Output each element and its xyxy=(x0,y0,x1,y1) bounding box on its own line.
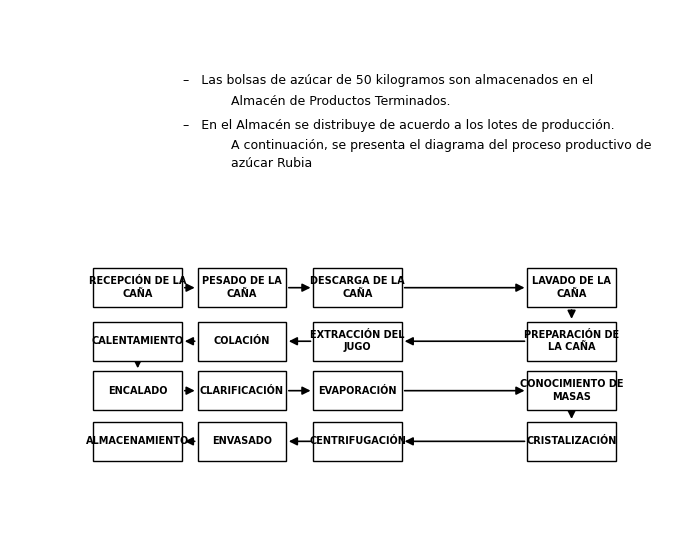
Text: ENVASADO: ENVASADO xyxy=(212,437,272,446)
Text: CONOCIMIENTO DE
MASAS: CONOCIMIENTO DE MASAS xyxy=(520,379,623,402)
Text: CALENTAMIENTO: CALENTAMIENTO xyxy=(91,336,184,346)
Bar xyxy=(313,322,402,361)
Text: PESADO DE LA
CAÑA: PESADO DE LA CAÑA xyxy=(202,277,282,299)
Bar xyxy=(93,322,182,361)
Bar xyxy=(313,371,402,410)
Text: PREPARACIÓN DE
LA CAÑA: PREPARACIÓN DE LA CAÑA xyxy=(524,330,619,353)
Bar xyxy=(197,322,286,361)
Text: A continuación, se presenta el diagrama del proceso productivo de: A continuación, se presenta el diagrama … xyxy=(231,139,652,152)
Bar xyxy=(313,268,402,307)
Text: EVAPORACIÓN: EVAPORACIÓN xyxy=(318,386,397,396)
Text: EXTRACCIÓN DEL
JUGO: EXTRACCIÓN DEL JUGO xyxy=(310,330,405,353)
Text: azúcar Rubia: azúcar Rubia xyxy=(231,157,313,170)
Bar xyxy=(93,422,182,461)
Bar xyxy=(197,422,286,461)
Bar xyxy=(527,322,616,361)
Bar xyxy=(313,422,402,461)
Bar xyxy=(93,268,182,307)
Bar xyxy=(93,371,182,410)
Bar xyxy=(197,371,286,410)
Bar xyxy=(527,268,616,307)
Text: COLACIÓN: COLACIÓN xyxy=(214,336,270,346)
Text: CENTRIFUGACIÓN: CENTRIFUGACIÓN xyxy=(309,437,406,446)
Text: –   En el Almacén se distribuye de acuerdo a los lotes de producción.: – En el Almacén se distribuye de acuerdo… xyxy=(183,119,614,132)
Text: LAVADO DE LA
CAÑA: LAVADO DE LA CAÑA xyxy=(532,277,611,299)
Text: DESCARGA DE LA
CAÑA: DESCARGA DE LA CAÑA xyxy=(310,277,405,299)
Text: Almacén de Productos Terminados.: Almacén de Productos Terminados. xyxy=(231,95,450,108)
Bar xyxy=(197,268,286,307)
Text: ENCALADO: ENCALADO xyxy=(108,386,167,396)
Bar xyxy=(527,422,616,461)
Text: –   Las bolsas de azúcar de 50 kilogramos son almacenados en el: – Las bolsas de azúcar de 50 kilogramos … xyxy=(183,74,593,88)
Bar xyxy=(527,371,616,410)
Text: CLARIFICACIÓN: CLARIFICACIÓN xyxy=(200,386,284,396)
Text: ALMACENAMIENTO: ALMACENAMIENTO xyxy=(86,437,190,446)
Text: RECEPCIÓN DE LA
CAÑA: RECEPCIÓN DE LA CAÑA xyxy=(89,277,186,299)
Text: CRISTALIZACIÓN: CRISTALIZACIÓN xyxy=(527,437,617,446)
